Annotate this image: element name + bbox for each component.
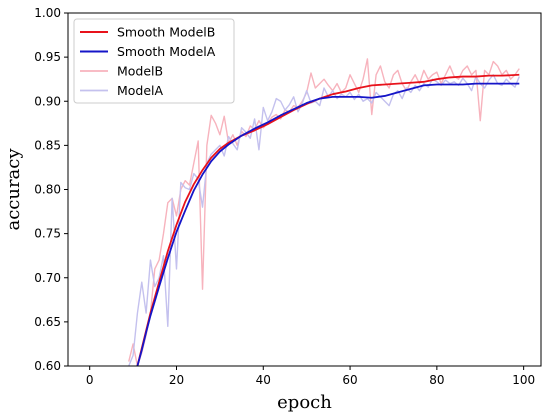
y-axis: 0.60 0.65 0.70 0.75 0.80 0.85 0.90 0.95 1.00 [34, 6, 68, 373]
x-tick-label: 20 [169, 373, 184, 387]
x-tick-label: 80 [429, 373, 444, 387]
x-tick-label: 0 [86, 373, 94, 387]
y-tick-label: 0.65 [34, 315, 61, 329]
series-line-smooth-modela [136, 82, 520, 366]
y-tick-label: 0.60 [34, 359, 61, 373]
y-tick-label: 0.85 [34, 138, 61, 152]
legend: Smooth ModelB Smooth ModelA ModelB ModelA [73, 18, 235, 104]
x-axis-label: epoch [277, 392, 332, 413]
x-tick-label: 100 [512, 373, 535, 387]
y-tick-label: 0.80 [34, 183, 61, 197]
y-tick-label: 0.70 [34, 271, 61, 285]
legend-label-smooth-modelb: Smooth ModelB [117, 25, 215, 40]
y-tick-label: 0.90 [34, 94, 61, 108]
series-line-modela [128, 74, 520, 366]
x-axis: 0 20 40 60 80 100 [86, 366, 535, 387]
legend-label-smooth-modela: Smooth ModelA [117, 44, 216, 59]
y-tick-label: 1.00 [34, 6, 61, 20]
plot-lines [128, 58, 520, 366]
series-line-modelb [128, 58, 520, 366]
legend-label-modelb: ModelB [117, 64, 163, 79]
y-tick-label: 0.75 [34, 227, 61, 241]
x-tick-label: 60 [342, 373, 357, 387]
series-line-smooth-modelb [136, 73, 520, 366]
y-axis-label: accuracy [3, 148, 24, 231]
x-tick-label: 40 [256, 373, 271, 387]
y-tick-label: 0.95 [34, 50, 61, 64]
legend-box [73, 18, 235, 104]
legend-label-modela: ModelA [117, 83, 164, 98]
